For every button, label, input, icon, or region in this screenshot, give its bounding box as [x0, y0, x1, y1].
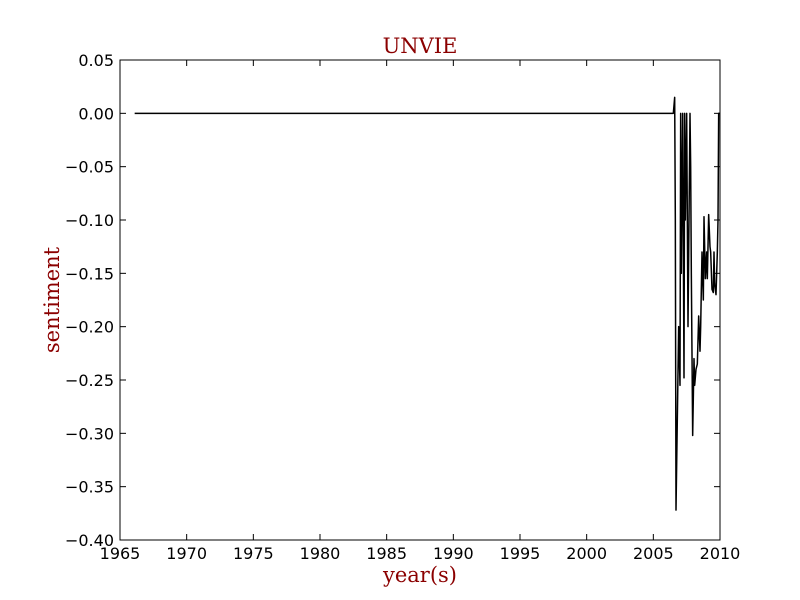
plot-frame	[119, 59, 721, 541]
plot-area	[134, 96, 720, 511]
axis-ticks: 1965 1970 1975 1980 1985 1990 1995 2000 2005 2010…	[65, 51, 740, 563]
y-tick-label: −0.40	[65, 531, 114, 550]
chart-title: UNVIE	[383, 34, 458, 58]
y-tick-label: −0.35	[65, 478, 114, 497]
y-tick-label: 0.05	[78, 51, 114, 70]
x-tick-label: 1990	[433, 544, 474, 563]
x-tick-label: 2010	[700, 544, 741, 563]
y-tick-label: 0.00	[78, 104, 114, 123]
y-tick-label: −0.10	[65, 211, 114, 230]
x-tick-label: 1985	[366, 544, 407, 563]
x-tick-label: 1965	[100, 544, 141, 563]
x-tick-label: 2005	[633, 544, 674, 563]
x-tick-label: 1980	[300, 544, 341, 563]
y-tick-label: −0.20	[65, 318, 114, 337]
x-axis-label: year(s)	[382, 563, 457, 587]
y-tick-label: −0.15	[65, 264, 114, 283]
x-tick-label: 1970	[166, 544, 207, 563]
y-tick-label: −0.25	[65, 371, 114, 390]
series-line-1	[134, 96, 720, 511]
y-tick-label: −0.05	[65, 158, 114, 177]
y-tick-label: −0.30	[65, 424, 114, 443]
x-tick-label: 1995	[500, 544, 541, 563]
x-tick-label: 2000	[566, 544, 607, 563]
x-tick-label: 1975	[233, 544, 274, 563]
y-axis-label: sentiment	[40, 246, 64, 353]
